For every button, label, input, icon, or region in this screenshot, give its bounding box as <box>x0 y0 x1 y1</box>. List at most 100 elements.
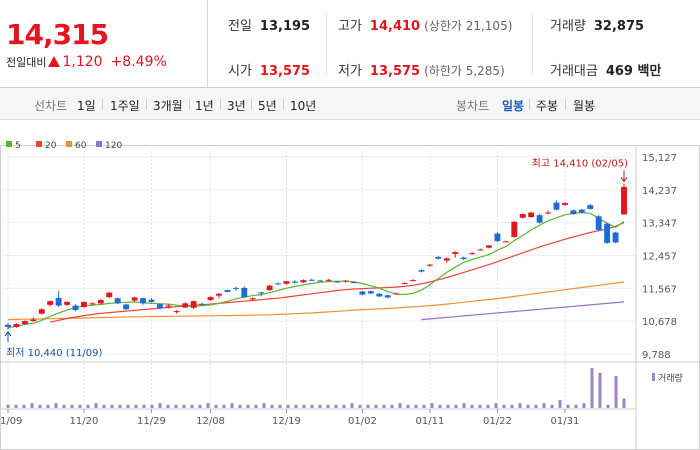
candle-body <box>97 300 104 304</box>
volume-bar <box>238 404 242 408</box>
candle-body <box>258 292 265 294</box>
volume-bar <box>254 404 258 408</box>
candle-body <box>359 291 366 295</box>
volume-bar <box>190 404 194 408</box>
period-10y[interactable]: 10년 <box>290 99 317 113</box>
volume-bar <box>182 404 186 408</box>
period-1w[interactable]: 1주일 <box>110 99 140 113</box>
candle-body <box>367 291 374 294</box>
candle-chart-label[interactable]: 봉차트 <box>456 99 490 113</box>
volume-bar <box>510 404 514 408</box>
candle-body <box>351 281 357 283</box>
candle-body <box>55 297 62 306</box>
change-value: 1,120 <box>62 54 103 70</box>
ma60-line <box>7 281 625 321</box>
volume-bar <box>270 404 274 408</box>
legend-label-60: 60 <box>75 141 87 151</box>
candle-body <box>131 297 138 301</box>
y-tick-label: 10,678 <box>642 317 677 328</box>
volume-bar <box>574 404 578 408</box>
candle-body <box>511 221 518 237</box>
legend-label-120: 120 <box>105 141 122 151</box>
ma5-line <box>7 211 625 329</box>
candle-body <box>401 283 408 285</box>
volume-bar <box>390 404 394 408</box>
legend-label-20: 20 <box>45 141 57 151</box>
volume-bar <box>318 404 322 408</box>
candle-body <box>140 298 146 304</box>
volume-bar <box>54 403 58 408</box>
up-triangle-icon <box>48 56 61 67</box>
line-chart-label[interactable]: 선차트 <box>34 99 68 113</box>
period-5y[interactable]: 5년 <box>258 99 277 113</box>
candle-body <box>587 205 594 209</box>
high-annotation: 최고 14,410 (02/05) <box>532 157 628 169</box>
volume-bar <box>534 404 538 408</box>
volume-bar <box>46 404 50 408</box>
change-line: 전일대비 1,120 +8.49% <box>6 54 167 70</box>
volume-bar <box>358 404 362 408</box>
candle-body <box>486 245 492 248</box>
x-tick-label: 11/29 <box>137 416 166 427</box>
divider <box>326 12 327 76</box>
candle-body <box>621 186 627 215</box>
y-tick-label: 9,788 <box>642 350 671 361</box>
candle-body <box>232 287 239 289</box>
volume-bar <box>502 404 506 408</box>
period-3y[interactable]: 3년 <box>227 99 246 113</box>
period-1y[interactable]: 1년 <box>195 99 214 113</box>
volume-bar <box>398 403 402 408</box>
volume-legend-swatch <box>652 373 655 381</box>
candle-weekly[interactable]: 주봉 <box>536 99 559 113</box>
current-price: 14,315 <box>6 18 109 51</box>
candle-body <box>80 301 87 308</box>
volume-bar <box>286 404 290 408</box>
candle-body <box>545 212 552 214</box>
candle-body <box>612 232 619 243</box>
period-3m[interactable]: 3개월 <box>153 99 183 113</box>
volume-bar <box>462 403 466 408</box>
legend-swatch-60 <box>66 141 72 147</box>
candle-body <box>47 301 54 305</box>
prev-close: 전일 13,195 <box>228 19 311 34</box>
low-arrow-head <box>4 331 12 337</box>
ma20-line <box>50 222 625 323</box>
volume-bar <box>126 404 130 408</box>
period-1d[interactable]: 1일 <box>77 99 96 113</box>
candle-body <box>123 304 130 310</box>
candle-body <box>156 304 163 309</box>
volume-bar <box>302 404 306 408</box>
candle-body <box>502 241 509 243</box>
candle-body <box>275 283 281 285</box>
candle-body <box>72 305 79 311</box>
divider <box>529 99 530 110</box>
volume-bar <box>550 404 554 408</box>
chart-frame <box>0 145 700 450</box>
divider <box>251 99 252 110</box>
candle-body <box>418 270 425 272</box>
x-tick-label: 12/19 <box>272 416 301 427</box>
volume-bar <box>590 368 594 408</box>
low-price: 저가 13,575 (하한가 5,285) <box>338 64 505 79</box>
volume-bar <box>102 404 106 408</box>
volume-bar <box>22 404 26 408</box>
candle-body <box>342 280 349 282</box>
volume-bar <box>198 404 202 408</box>
candle-body <box>266 285 273 291</box>
x-tick-label: 11/09 <box>0 416 22 427</box>
candle-daily[interactable]: 일봉 <box>502 99 525 113</box>
volume-bar <box>566 404 570 408</box>
volume-bar <box>486 404 490 408</box>
x-tick-label: 01/11 <box>416 416 445 427</box>
candle-body <box>536 215 543 223</box>
volume-bar <box>214 404 218 408</box>
volume-bar <box>14 404 18 408</box>
candle-body <box>426 264 433 266</box>
candle-body <box>148 299 155 302</box>
volume-bar <box>86 404 90 408</box>
candle-monthly[interactable]: 월봉 <box>573 99 596 113</box>
volume-bar <box>278 404 282 408</box>
divider <box>283 99 284 110</box>
divider <box>102 99 103 110</box>
candle-body <box>114 298 121 304</box>
